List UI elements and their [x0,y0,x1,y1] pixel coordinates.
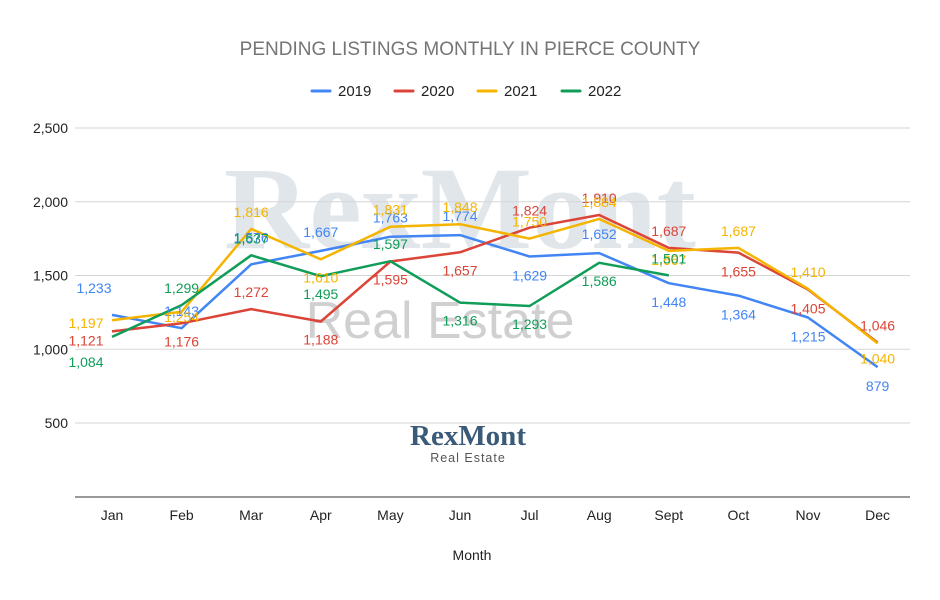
data-label-2022: 1,084 [68,354,103,370]
series-lines [111,213,879,369]
legend-item-2019: 2019 [310,83,371,100]
legend-label: 2020 [421,83,454,100]
data-label-2022: 1,586 [582,273,617,289]
data-label-2021: 1,197 [68,315,103,331]
x-tick-label: Nov [796,507,821,523]
data-label-2019: 1,215 [790,329,825,345]
logo-sub-text: Real Estate [430,451,506,465]
series-line-2020 [111,213,879,344]
series-line-2022 [111,254,670,339]
x-tick-label: Jul [521,507,539,523]
data-label-2019: 1,448 [651,294,686,310]
data-label-2019: 1,364 [721,307,756,323]
data-label-2020: 1,121 [68,332,103,348]
data-label-2020: 1,595 [373,271,408,287]
y-tick-label: 2,000 [33,194,68,210]
y-tick-label: 2,500 [33,120,68,136]
legend-label: 2021 [504,83,537,100]
x-tick-label: May [377,507,403,523]
legend-label: 2019 [338,83,371,100]
data-label-2022: 1,316 [442,313,477,329]
data-label-2019: 879 [866,378,890,394]
y-axis-ticks: 500 1,000 1,500 2,000 2,500 [33,120,68,431]
data-label-2019: 1,652 [582,226,617,242]
legend-item-2021: 2021 [476,83,537,100]
legend-item-2020: 2020 [393,83,454,100]
series-line-2021 [111,217,879,345]
logo-main-text: RexMont [410,420,526,452]
data-label-2021: 1,610 [303,269,338,285]
data-label-2021: 1,816 [234,204,269,220]
data-label-2020: 1,655 [721,264,756,280]
data-label-2021: 1,884 [582,194,617,210]
x-tick-label: Jan [101,507,124,523]
y-tick-label: 500 [45,415,69,431]
data-label-2020: 1,272 [234,284,269,300]
legend: 2019 2020 2021 2022 [310,83,621,100]
data-label-2022: 1,299 [164,280,199,296]
legend-item-2022: 2022 [560,83,621,100]
data-label-2021: 1,667 [651,252,686,268]
x-tick-label: Oct [728,507,750,523]
data-label-2021: 1,410 [790,264,825,280]
data-label-2021: 1,831 [373,202,408,218]
data-label-2022: 1,293 [512,316,547,332]
chart-title: PENDING LISTINGS MONTHLY IN PIERCE COUNT… [240,39,701,60]
data-label-2020: 1,687 [651,223,686,239]
data-label-2020: 1,176 [164,333,199,349]
data-label-2019: 1,667 [303,224,338,240]
data-label-2021: 1,687 [721,223,756,239]
data-label-2019: 1,763 [373,210,408,226]
rexmont-logo: RexMont Real Estate [410,420,526,465]
data-label-2021: 1,254 [164,309,199,325]
data-label-2019: 1,774 [442,208,477,224]
x-tick-label: Dec [865,507,890,523]
data-label-2020: 1,910 [582,190,617,206]
data-label-2022: 1,501 [651,250,686,266]
data-label-2020: 1,824 [512,203,547,219]
y-tick-label: 1,000 [33,341,68,357]
data-label-2021: 1,750 [512,214,547,230]
x-tick-label: Mar [239,507,263,523]
data-label-2022: 1,495 [303,286,338,302]
watermark-sub: Real Estate [306,292,575,350]
data-label-2019: 1,576 [234,229,269,245]
x-tick-label: Jun [449,507,472,523]
data-label-2019: 1,143 [164,303,199,319]
data-label-2020: 1,046 [860,317,895,333]
x-tick-label: Sept [654,507,683,523]
grid [75,127,910,498]
data-label-2020: 1,405 [790,301,825,317]
data-label-2019: 1,233 [76,280,111,296]
data-label-2021: 1,848 [442,199,477,215]
x-tick-label: Apr [310,507,332,523]
x-tick-label: Feb [170,507,194,523]
data-label-2019: 1,629 [512,267,547,283]
x-axis-title: Month [453,547,492,563]
series-line-2019 [111,233,879,369]
x-tick-label: Aug [587,507,612,523]
data-label-2020: 1,657 [442,262,477,278]
legend-label: 2022 [588,83,621,100]
data-label-2022: 1,597 [373,236,408,252]
y-tick-label: 1,500 [33,268,68,284]
data-label-2021: 1,040 [860,350,895,366]
data-labels: 1,233 1,143 1,576 1,667 1,763 1,774 1,629 1,652… [68,190,895,394]
x-axis-ticks: Jan Feb Mar Apr May Jun Jul Aug Sept Oct Nov Dec [101,507,890,523]
data-label-2022: 1,637 [234,230,269,246]
data-label-2020: 1,188 [303,332,338,348]
